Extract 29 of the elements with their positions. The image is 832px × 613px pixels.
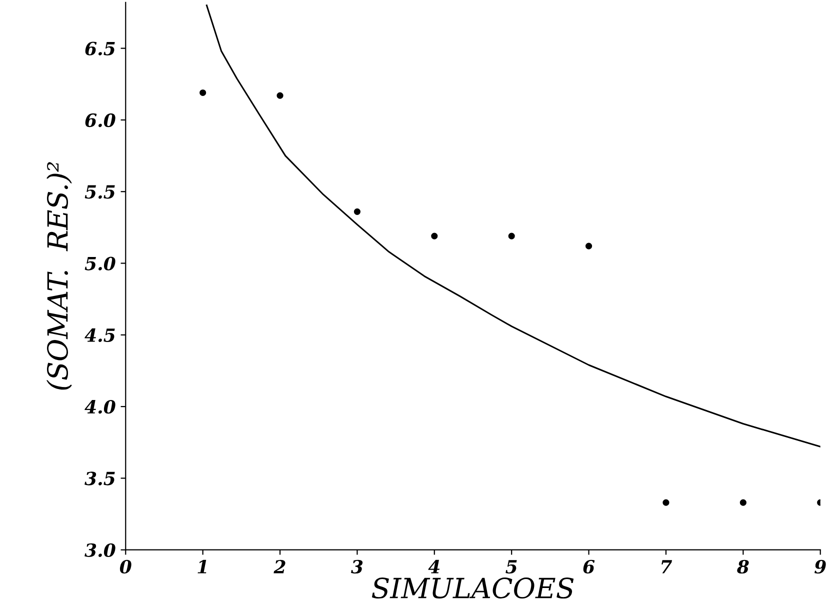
y-tick-label: 5.0 xyxy=(84,256,116,270)
x-tick-label: 0 xyxy=(120,560,132,574)
y-tick-label: 4.0 xyxy=(84,400,116,414)
point xyxy=(200,89,206,96)
x-tick-label: 1 xyxy=(198,560,206,574)
x-tick-label: 5 xyxy=(506,560,517,574)
point xyxy=(662,499,670,506)
x-tick-label: 2 xyxy=(274,560,286,574)
point xyxy=(585,242,592,250)
x-tick-label: 4 xyxy=(428,560,440,574)
x-tick-label: 6 xyxy=(583,560,595,574)
point xyxy=(508,232,515,240)
x-tick-label: 9 xyxy=(814,560,826,574)
y-tick-label: 3.5 xyxy=(84,472,115,486)
y-tick-label: 6.5 xyxy=(85,42,115,56)
y-axis-title: (SOMAT. RES.)² xyxy=(46,162,72,390)
y-tick-label: 3.0 xyxy=(84,543,116,557)
y-tick-label: 5.5 xyxy=(84,185,115,199)
point xyxy=(276,92,284,99)
x-axis-title: SIMULACOES xyxy=(372,578,574,599)
point xyxy=(354,208,360,215)
x-tick-label: 7 xyxy=(662,560,672,574)
x-tick-label: 3 xyxy=(350,560,363,574)
line-series xyxy=(206,4,820,448)
point xyxy=(431,232,438,240)
x-tick-label: 8 xyxy=(737,560,749,574)
point xyxy=(740,499,746,506)
y-tick-label: 4.5 xyxy=(84,328,115,342)
y-tick-label: 6.0 xyxy=(85,113,116,128)
